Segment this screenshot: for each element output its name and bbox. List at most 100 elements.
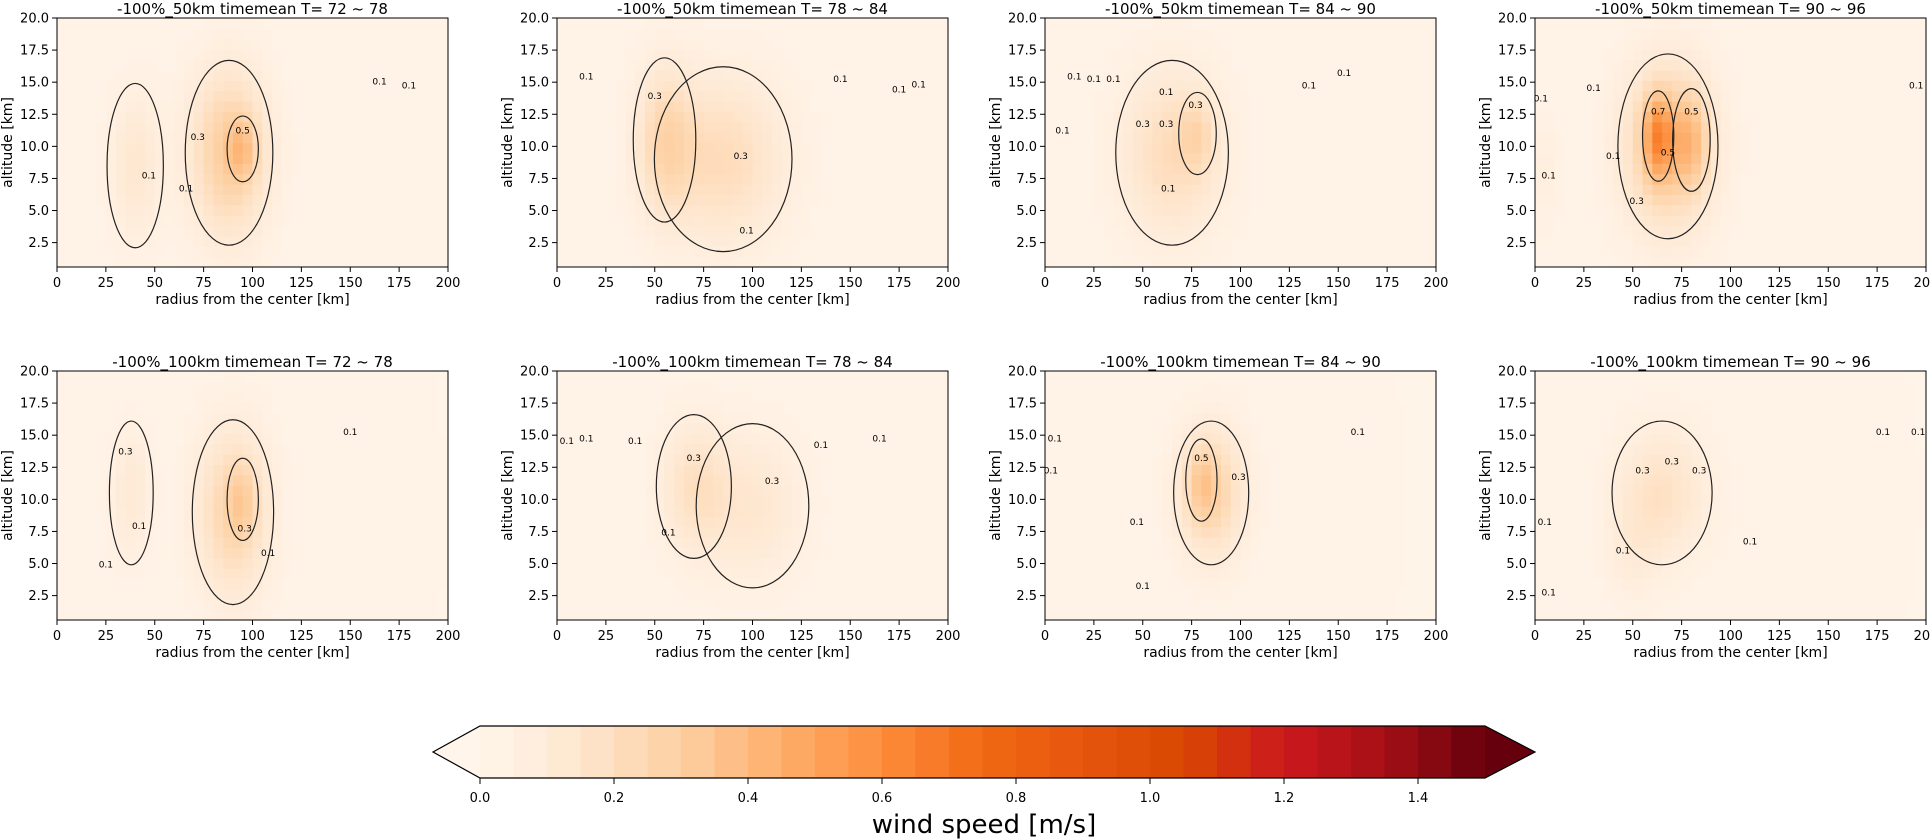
heatmap-cell: [252, 526, 263, 538]
heatmap-cell: [272, 184, 283, 195]
heatmap-cell: [576, 111, 587, 123]
heatmap-cell: [1406, 121, 1418, 133]
heatmap-cell: [1260, 69, 1271, 81]
heatmap-cell: [154, 80, 166, 92]
heatmap-cell: [291, 49, 302, 61]
heatmap-cell: [281, 433, 293, 445]
heatmap-cell: [1132, 28, 1144, 40]
heatmap-cell: [850, 18, 861, 29]
heatmap-cell: [262, 38, 273, 50]
x-tick-label: 50: [1134, 276, 1151, 291]
heatmap-cell: [144, 69, 156, 81]
heatmap-cell: [272, 142, 283, 154]
heatmap-cell: [203, 38, 214, 50]
heatmap-cell: [1847, 215, 1859, 227]
heatmap-cell: [379, 516, 390, 528]
heatmap-cell: [369, 49, 381, 61]
heatmap-cell: [203, 526, 214, 538]
heatmap-cell: [438, 381, 449, 393]
heatmap-cell: [144, 184, 156, 195]
heatmap-cell: [193, 599, 205, 611]
heatmap-cell: [1583, 142, 1595, 154]
heatmap-cell: [566, 49, 578, 61]
heatmap-cell: [1064, 132, 1075, 144]
heatmap-cell: [938, 69, 949, 81]
x-axis-label: radius from the center [km]: [155, 292, 349, 308]
heatmap-cell: [1406, 80, 1418, 92]
heatmap-cell: [908, 18, 920, 29]
heatmap-cell: [1348, 132, 1359, 144]
heatmap-cell: [1701, 204, 1712, 216]
heatmap-cell: [350, 90, 361, 102]
heatmap-cell: [369, 402, 381, 414]
heatmap-cell: [1847, 204, 1859, 216]
heatmap-cell: [350, 505, 361, 517]
heatmap-cell: [1132, 49, 1144, 61]
heatmap-cell: [791, 152, 802, 164]
heatmap-cell: [586, 111, 597, 123]
heatmap-cell: [242, 443, 254, 455]
heatmap-cell: [408, 80, 420, 92]
heatmap-cell: [389, 495, 400, 507]
heatmap-cell: [654, 38, 666, 50]
heatmap-cell: [1916, 18, 1927, 29]
heatmap-cell: [1808, 173, 1820, 185]
heatmap-cell: [1642, 49, 1653, 61]
heatmap-cell: [66, 49, 78, 61]
y-axis-label: altitude [km]: [0, 97, 16, 188]
heatmap-cell: [1240, 28, 1251, 40]
heatmap-cell: [174, 163, 185, 175]
heatmap-cell: [213, 516, 224, 528]
heatmap-cell: [713, 90, 724, 102]
heatmap-cell: [252, 474, 263, 486]
heatmap-cell: [889, 69, 900, 81]
heatmap-cell: [869, 18, 881, 29]
heatmap-cell: [899, 38, 910, 50]
heatmap-cell: [399, 204, 410, 216]
heatmap-cell: [889, 111, 900, 123]
heatmap-cell: [291, 537, 302, 548]
heatmap-cell: [213, 256, 224, 268]
heatmap-cell: [86, 433, 97, 445]
heatmap-cell: [86, 526, 97, 538]
heatmap-cell: [1279, 111, 1290, 123]
heatmap-cell: [1377, 49, 1388, 61]
heatmap-cell: [1730, 256, 1741, 268]
heatmap-cell: [1671, 111, 1683, 123]
heatmap-cell: [1416, 215, 1427, 227]
heatmap-cell: [96, 609, 107, 621]
heatmap-cell: [66, 568, 78, 580]
heatmap-cell: [223, 59, 234, 71]
heatmap-cell: [86, 557, 97, 569]
heatmap-cell: [369, 381, 381, 393]
heatmap-cell: [1828, 28, 1839, 40]
heatmap-cell: [908, 142, 920, 154]
heatmap-cell: [311, 495, 322, 507]
heatmap-cell: [389, 402, 400, 414]
heatmap-cell: [1554, 80, 1565, 92]
heatmap-cell: [1740, 90, 1751, 102]
heatmap-cell: [596, 101, 607, 112]
heatmap-cell: [596, 204, 607, 216]
heatmap-cell: [1279, 80, 1290, 92]
heatmap-cell: [301, 422, 312, 434]
contour-label: 0.5: [236, 127, 250, 137]
heatmap-cell: [57, 256, 68, 268]
heatmap-cell: [1084, 256, 1095, 268]
heatmap-cell: [281, 422, 293, 434]
heatmap-cell: [674, 28, 685, 40]
heatmap-cell: [1808, 184, 1820, 195]
x-tick-label: 75: [195, 276, 212, 291]
heatmap-cell: [154, 537, 166, 548]
heatmap-cell: [1544, 69, 1556, 81]
heatmap-cell: [86, 495, 97, 507]
heatmap-cell: [184, 80, 195, 92]
heatmap-cell: [899, 90, 910, 102]
heatmap-cell: [262, 443, 273, 455]
heatmap-cell: [369, 412, 381, 424]
heatmap-cell: [1535, 132, 1546, 144]
heatmap-cell: [360, 152, 371, 164]
heatmap-cell: [869, 204, 881, 216]
heatmap-cell: [654, 90, 666, 102]
heatmap-cell: [860, 28, 871, 40]
